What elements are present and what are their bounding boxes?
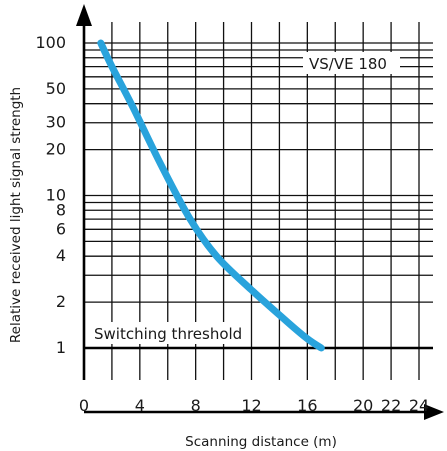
x-axis-arrowhead — [424, 404, 444, 420]
x-tick-label: 16 — [297, 396, 317, 415]
x-tick-label: 8 — [191, 396, 201, 415]
y-tick-label: 10 — [46, 186, 66, 205]
threshold-label-background — [92, 322, 246, 344]
y-tick-label: 100 — [35, 33, 66, 52]
threshold-label: Switching threshold — [94, 325, 242, 343]
axes — [76, 4, 444, 420]
x-tick-label: 12 — [241, 396, 261, 415]
y-tick-label: 8 — [56, 200, 66, 219]
model-label-background — [303, 52, 400, 74]
y-tick-label: 50 — [46, 79, 66, 98]
y-axis-label: Relative received light signal strength — [8, 87, 24, 343]
y-tick-label: 2 — [56, 292, 66, 311]
x-tick-label: 22 — [381, 396, 401, 415]
series — [97, 39, 325, 352]
switching-threshold: Switching threshold — [84, 322, 433, 350]
x-tick-label: 24 — [409, 396, 429, 415]
x-tick-label: 20 — [353, 396, 373, 415]
y-axis-arrowhead — [76, 4, 92, 26]
model-label-text: VS/VE 180 — [309, 55, 387, 73]
y-tick-label: 20 — [46, 140, 66, 159]
y-tick-label: 6 — [56, 219, 66, 238]
y-tick-label: 30 — [46, 113, 66, 132]
y-tick-label: 4 — [56, 246, 66, 265]
x-tick-label: 4 — [135, 396, 145, 415]
x-tick-label: 0 — [79, 396, 89, 415]
series-line — [97, 39, 325, 352]
model-label: VS/VE 180 — [303, 52, 400, 74]
y-tick-label: 1 — [56, 338, 66, 357]
x-axis-label: Scanning distance (m) — [185, 434, 337, 450]
